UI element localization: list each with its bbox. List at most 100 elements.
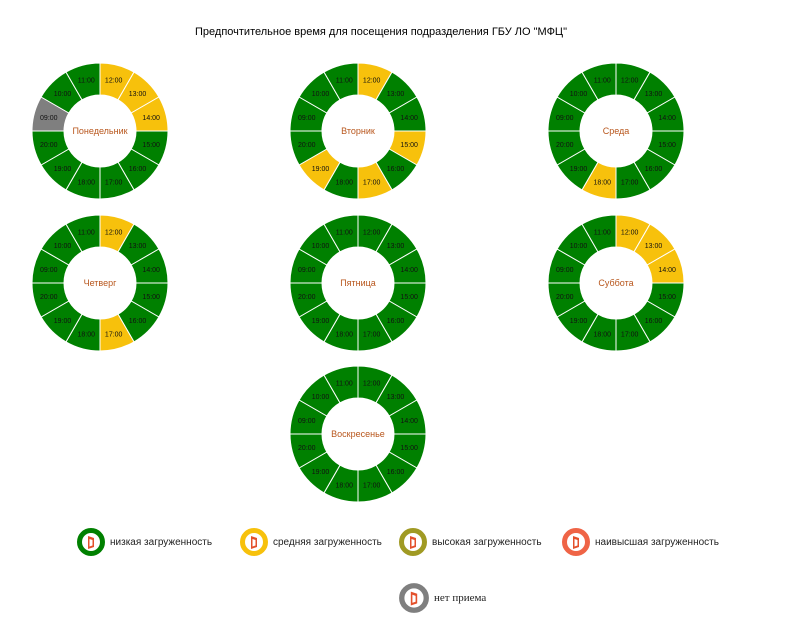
segment-5-1100 — [323, 214, 359, 253]
segment-label: 10:00 — [312, 394, 330, 401]
day-label: Воскресенье — [331, 429, 385, 439]
day-label: Понедельник — [72, 126, 127, 136]
segment-label: 15:00 — [400, 445, 418, 452]
segment-2-1100 — [323, 62, 359, 101]
segment-label: 13:00 — [387, 91, 405, 98]
logo-mark — [251, 536, 257, 549]
segment-label: 20:00 — [298, 445, 316, 452]
segment-label: 14:00 — [400, 115, 418, 122]
segment-label: 10:00 — [54, 243, 72, 250]
segment-label: 20:00 — [40, 142, 58, 149]
segment-label: 16:00 — [387, 318, 405, 325]
segment-label: 19:00 — [570, 166, 588, 173]
segment-label: 12:00 — [363, 77, 381, 84]
segment-label: 13:00 — [129, 243, 147, 250]
segment-label: 11:00 — [336, 380, 353, 387]
segment-label: 12:00 — [363, 229, 381, 236]
segment-label: 11:00 — [78, 229, 95, 236]
legend-medium-icon — [240, 528, 268, 556]
segment-4-1100 — [65, 214, 101, 253]
segment-6-1100 — [581, 214, 617, 253]
donut-6: 12:00 13:00 14:00 15:00 16:00 17:00 18:00 19:00… — [547, 214, 685, 352]
donut-2: 12:00 13:00 14:00 15:00 16:00 17:00 18:00 19:00… — [289, 62, 427, 200]
legend-label-medium: средняя загруженность — [273, 536, 382, 548]
segment-label: 11:00 — [336, 77, 353, 84]
segment-label: 16:00 — [129, 318, 147, 325]
segment-label: 19:00 — [312, 469, 330, 476]
legend-label-high: высокая загруженность — [432, 536, 542, 548]
segment-label: 18:00 — [336, 180, 354, 187]
segment-label: 17:00 — [621, 180, 639, 187]
segment-label: 09:00 — [40, 115, 58, 122]
day-label: Вторник — [341, 126, 375, 136]
segment-label: 12:00 — [105, 229, 123, 236]
segment-label: 13:00 — [129, 91, 147, 98]
segment-label: 20:00 — [556, 294, 574, 301]
legend-label-none: нет приема — [434, 592, 487, 604]
segment-label: 17:00 — [363, 483, 381, 490]
segment-label: 20:00 — [556, 142, 574, 149]
legend-item-highest: наивысшая загруженность — [561, 527, 719, 557]
segment-label: 13:00 — [387, 394, 405, 401]
segment-label: 11:00 — [78, 77, 95, 84]
segment-label: 11:00 — [594, 229, 611, 236]
segment-label: 17:00 — [363, 332, 381, 339]
segment-label: 09:00 — [298, 115, 316, 122]
segment-label: 18:00 — [336, 483, 354, 490]
segment-label: 16:00 — [129, 166, 147, 173]
legend-highest-icon — [562, 528, 590, 556]
segment-label: 09:00 — [556, 267, 574, 274]
segment-label: 20:00 — [298, 294, 316, 301]
segment-label: 14:00 — [658, 115, 676, 122]
segment-label: 16:00 — [387, 166, 405, 173]
donut-3: 12:00 13:00 14:00 15:00 16:00 17:00 18:00 19:00… — [547, 62, 685, 200]
segment-label: 14:00 — [658, 267, 676, 274]
segment-label: 17:00 — [363, 180, 381, 187]
segment-label: 13:00 — [645, 91, 663, 98]
segment-label: 17:00 — [105, 180, 123, 187]
segment-label: 17:00 — [105, 332, 123, 339]
segment-label: 10:00 — [54, 91, 72, 98]
segment-label: 16:00 — [645, 166, 663, 173]
segment-label: 10:00 — [312, 91, 330, 98]
segment-label: 09:00 — [298, 418, 316, 425]
segment-label: 15:00 — [658, 294, 676, 301]
segment-label: 15:00 — [400, 294, 418, 301]
legend-label-low: низкая загруженность — [110, 536, 213, 548]
logo-mark — [88, 536, 94, 549]
segment-label: 19:00 — [54, 166, 72, 173]
segment-label: 18:00 — [78, 332, 96, 339]
legend-item-medium: средняя загруженность — [239, 527, 382, 557]
segment-label: 12:00 — [105, 77, 123, 84]
segment-label: 14:00 — [400, 418, 418, 425]
segment-label: 10:00 — [312, 243, 330, 250]
segment-label: 15:00 — [400, 142, 418, 149]
segment-label: 19:00 — [54, 318, 72, 325]
segment-label: 15:00 — [142, 294, 160, 301]
chart-title: Предпочтительное время для посещения под… — [195, 26, 567, 38]
segment-label: 20:00 — [298, 142, 316, 149]
segment-label: 11:00 — [336, 229, 353, 236]
segment-label: 13:00 — [645, 243, 663, 250]
segment-label: 12:00 — [621, 77, 639, 84]
segment-label: 11:00 — [594, 77, 611, 84]
logo-mark — [573, 536, 579, 549]
segment-label: 10:00 — [570, 243, 588, 250]
segment-label: 16:00 — [645, 318, 663, 325]
segment-1-1100 — [65, 62, 101, 101]
donut-5: 12:00 13:00 14:00 15:00 16:00 17:00 18:00 19:00… — [289, 214, 427, 352]
segment-label: 13:00 — [387, 243, 405, 250]
donut-1: 12:00 13:00 14:00 15:00 16:00 17:00 18:00 19:00… — [31, 62, 169, 200]
legend-ring — [240, 528, 268, 556]
segment-label: 12:00 — [621, 229, 639, 236]
legend-item-high: высокая загруженность — [398, 527, 542, 557]
segment-label: 14:00 — [142, 267, 160, 274]
segment-7-1100 — [323, 365, 359, 404]
segment-label: 18:00 — [336, 332, 354, 339]
legend-label-highest: наивысшая загруженность — [595, 536, 719, 548]
segment-label: 20:00 — [40, 294, 58, 301]
segment-label: 09:00 — [556, 115, 574, 122]
segment-label: 19:00 — [570, 318, 588, 325]
segment-label: 14:00 — [142, 115, 160, 122]
